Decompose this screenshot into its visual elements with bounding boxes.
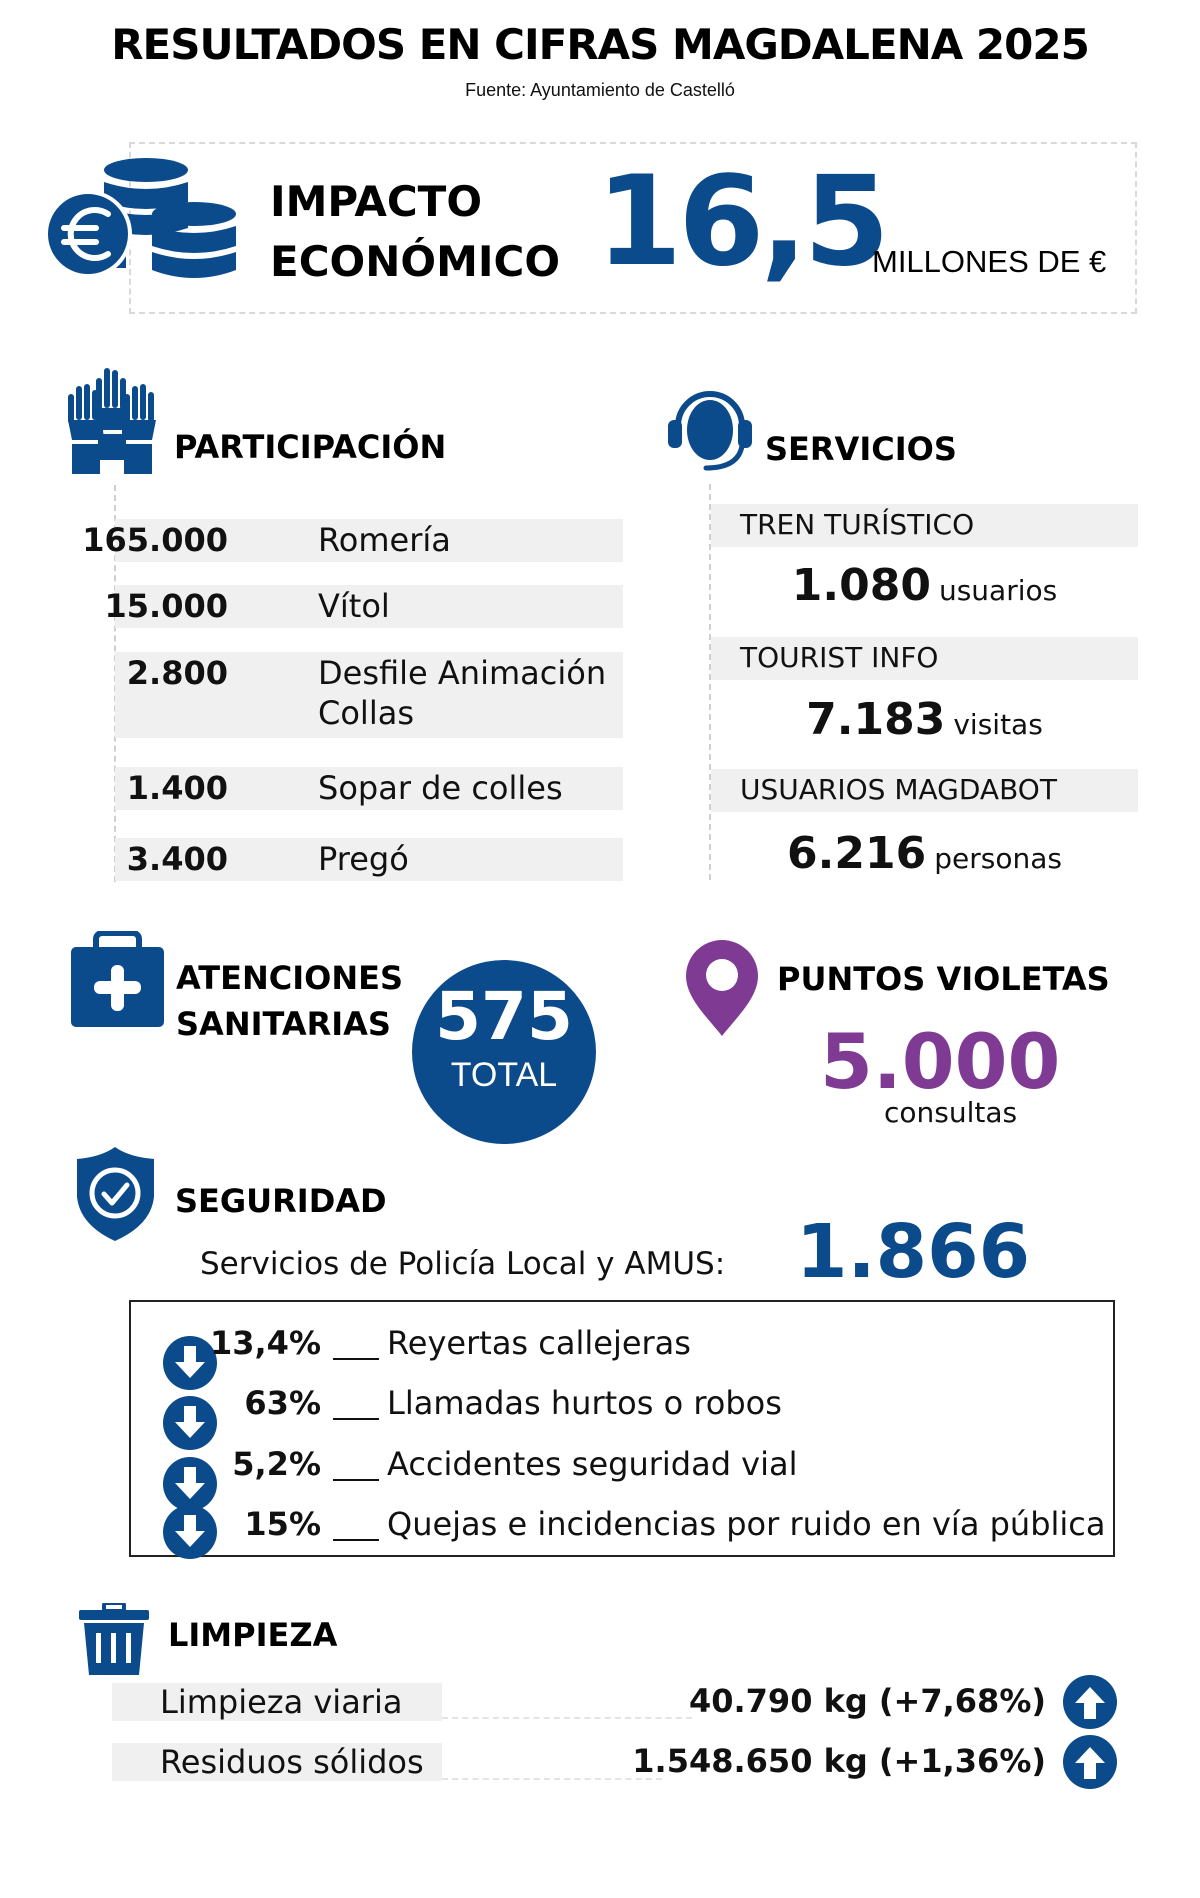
- participacion-value: 1.400: [126, 769, 228, 807]
- impact-value: 16,5: [596, 150, 890, 294]
- servicio-header-label: TREN TURÍSTICO: [740, 508, 975, 541]
- list-item: 5,2% Accidentes seguridad vial: [131, 1439, 1111, 1511]
- decrease-label: Reyertas callejeras: [387, 1324, 691, 1362]
- limpieza-title: LIMPIEZA: [168, 1616, 338, 1654]
- participacion-title: PARTICIPACIÓN: [174, 428, 447, 466]
- atenciones-total-badge: 575 TOTAL: [412, 960, 596, 1144]
- impact-label-line2: ECONÓMICO: [270, 237, 561, 286]
- limpieza-label: Limpieza viaria: [160, 1683, 403, 1721]
- participacion-label: Sopar de colles: [318, 769, 563, 807]
- servicio-header: TOURIST INFO: [711, 637, 1138, 680]
- seguridad-services-value: 1.866: [796, 1209, 1031, 1295]
- atenciones-title: ATENCIONES SANITARIAS: [176, 955, 403, 1047]
- seguridad-services-label: Servicios de Policía Local y AMUS:: [200, 1246, 726, 1282]
- impact-label-line1: IMPACTO: [270, 177, 483, 226]
- servicio-value: 6.216: [787, 828, 927, 879]
- impact-label: IMPACTO ECONÓMICO: [270, 172, 560, 292]
- limpieza-row-label: Residuos sólidos: [112, 1743, 442, 1781]
- table-row: 1.400 Sopar de colles: [115, 767, 623, 810]
- servicio-value: 1.080: [791, 560, 931, 611]
- servicios-dashed-line: [709, 484, 711, 880]
- servicios-title: SERVICIOS: [765, 430, 957, 468]
- participacion-label: Desfile Animación Collas: [318, 654, 607, 732]
- arrow-down-icon: [163, 1457, 217, 1511]
- servicio-header-label: TOURIST INFO: [740, 641, 939, 674]
- arrow-up-icon: [1063, 1675, 1117, 1729]
- puntos-violetas-unit: consultas: [884, 1096, 1018, 1129]
- coins-euro-icon: [44, 152, 241, 287]
- servicio-unit: usuarios: [938, 574, 1058, 607]
- participacion-value: 15.000: [104, 587, 228, 625]
- page-title: RESULTADOS EN CIFRAS MAGDALENA 2025: [111, 20, 1090, 69]
- decrease-percent: 63%: [244, 1384, 321, 1422]
- raised-hands-icon: [64, 368, 160, 474]
- servicio-value-row: 1.080 usuarios: [711, 560, 1138, 611]
- list-item: 13,4% Reyertas callejeras: [131, 1316, 1111, 1390]
- decrease-label: Llamadas hurtos o robos: [387, 1384, 782, 1422]
- table-row: 165.000 Romería: [82, 519, 623, 562]
- servicio-unit: personas: [934, 842, 1062, 875]
- atenciones-total-label: TOTAL: [450, 1056, 558, 1094]
- decrease-percent: 5,2%: [232, 1445, 321, 1483]
- atenciones-title-line1: ATENCIONES: [176, 959, 404, 997]
- arrow-down-icon: [163, 1396, 217, 1450]
- servicio-header-label: USUARIOS MAGDABOT: [740, 773, 1057, 806]
- participacion-value: 2.800: [126, 654, 228, 692]
- list-item: 63% Llamadas hurtos o robos: [131, 1378, 1111, 1450]
- arrow-down-icon: [163, 1505, 217, 1559]
- list-item: 15% Quejas e incidencias por ruido en ví…: [131, 1491, 1111, 1559]
- limpieza-value: 1.548.650 kg (+1,36%): [632, 1742, 1046, 1780]
- shield-check-icon: [77, 1147, 154, 1241]
- dashed-leader: [442, 1778, 662, 1780]
- table-row: 2.800 Desfile Animación Collas: [115, 652, 623, 738]
- servicio-unit: visitas: [953, 708, 1043, 741]
- table-row: 15.000 Vítol: [105, 585, 623, 628]
- servicio-value-row: 6.216 personas: [711, 828, 1138, 879]
- servicio-header: USUARIOS MAGDABOT: [711, 769, 1138, 812]
- decrease-percent: 15%: [244, 1505, 321, 1543]
- puntos-violetas-title: PUNTOS VIOLETAS: [777, 960, 1110, 998]
- decrease-label: Quejas e incidencias por ruido en vía pú…: [387, 1505, 1106, 1543]
- trash-can-icon: [79, 1601, 149, 1675]
- servicio-header: TREN TURÍSTICO: [711, 504, 1138, 547]
- decrease-percent: 13,4%: [209, 1324, 321, 1362]
- participacion-value: 3.400: [126, 840, 228, 878]
- table-row: 3.400 Pregó: [115, 838, 623, 881]
- headset-icon: [666, 384, 754, 472]
- source-caption: Fuente: Ayuntamiento de Castelló: [465, 80, 735, 100]
- limpieza-value: 40.790 kg (+7,68%): [688, 1682, 1046, 1720]
- seguridad-decreases-box: 13,4% Reyertas callejeras 63% Llamadas h…: [129, 1300, 1115, 1559]
- underline-separator: [333, 1539, 379, 1541]
- underline-separator: [333, 1479, 379, 1481]
- puntos-violetas-value: 5.000: [820, 1017, 1061, 1106]
- participacion-label: Romería: [318, 521, 451, 559]
- atenciones-total-value: 575: [435, 978, 573, 1055]
- arrow-down-icon: [163, 1336, 217, 1390]
- decrease-label: Accidentes seguridad vial: [387, 1445, 798, 1483]
- limpieza-label: Residuos sólidos: [160, 1743, 424, 1781]
- map-pin-icon: [686, 940, 758, 1036]
- participacion-value: 165.000: [82, 521, 228, 559]
- servicio-value: 7.183: [806, 694, 946, 745]
- impact-unit: MILLONES DE €: [872, 244, 1107, 279]
- participacion-label: Pregó: [318, 840, 409, 878]
- underline-separator: [333, 1418, 379, 1420]
- participacion-label: Vítol: [318, 587, 390, 625]
- seguridad-title: SEGURIDAD: [175, 1182, 387, 1220]
- underline-separator: [333, 1358, 379, 1360]
- servicio-value-row: 7.183 visitas: [711, 694, 1138, 745]
- first-aid-kit-icon: [71, 930, 164, 1027]
- arrow-up-icon: [1063, 1735, 1117, 1789]
- limpieza-row-label: Limpieza viaria: [112, 1683, 442, 1721]
- atenciones-title-line2: SANITARIAS: [176, 1005, 391, 1043]
- dashed-leader: [442, 1717, 692, 1719]
